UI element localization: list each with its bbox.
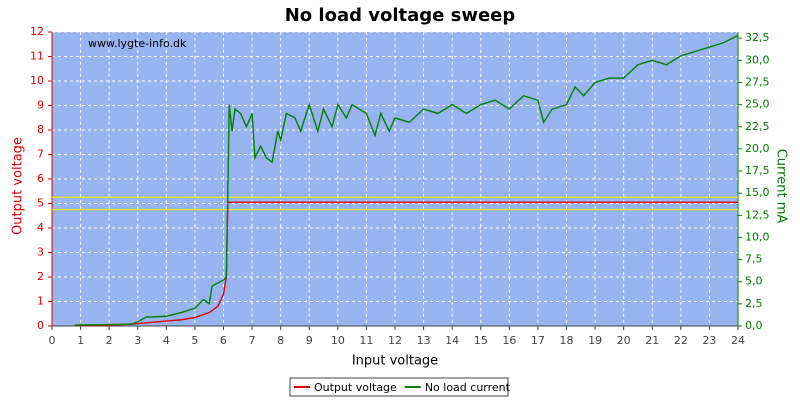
- y-tick-label: 12: [30, 25, 44, 38]
- y2-tick-label: 12,5: [745, 208, 770, 221]
- legend-label: No load current: [425, 381, 511, 394]
- x-tick-label: 13: [417, 334, 431, 347]
- watermark: www.lygte-info.dk: [88, 37, 187, 50]
- y-tick-label: 10: [30, 74, 44, 87]
- x-tick-label: 12: [388, 334, 402, 347]
- y2-tick-label: 30,0: [745, 53, 770, 66]
- x-tick-label: 4: [163, 334, 170, 347]
- x-tick-label: 11: [359, 334, 373, 347]
- y-tick-label: 6: [37, 172, 44, 185]
- x-tick-label: 7: [249, 334, 256, 347]
- legend-label: Output voltage: [314, 381, 397, 394]
- legend-box: [289, 377, 509, 397]
- y-tick-label: 7: [37, 148, 44, 161]
- y2-tick-label: 5,0: [745, 275, 763, 288]
- x-tick-label: 22: [674, 334, 688, 347]
- x-tick-label: 14: [445, 334, 459, 347]
- x-tick-label: 15: [474, 334, 488, 347]
- x-tick-label: 9: [306, 334, 313, 347]
- x-tick-label: 18: [560, 334, 574, 347]
- x-tick-label: 8: [277, 334, 284, 347]
- x-tick-label: 10: [331, 334, 345, 347]
- y2-tick-label: 0,0: [745, 319, 763, 332]
- y2-tick-label: 17,5: [745, 164, 770, 177]
- y-tick-label: 9: [37, 99, 44, 112]
- y-tick-label: 1: [37, 295, 44, 308]
- x-tick-label: 5: [191, 334, 198, 347]
- x-tick-label: 16: [502, 334, 516, 347]
- y-tick-label: 4: [37, 221, 44, 234]
- x-tick-label: 21: [645, 334, 659, 347]
- y2-tick-label: 15,0: [745, 186, 770, 199]
- x-tick-label: 19: [588, 334, 602, 347]
- x-tick-label: 23: [702, 334, 716, 347]
- x-tick-label: 2: [106, 334, 113, 347]
- y2-tick-label: 32,5: [745, 31, 770, 44]
- x-tick-label: 17: [531, 334, 545, 347]
- y-tick-label: 3: [37, 246, 44, 259]
- x-tick-label: 0: [49, 334, 56, 347]
- y-tick-label: 0: [37, 319, 44, 332]
- y-tick-label: 5: [37, 197, 44, 210]
- series-line: [74, 34, 739, 326]
- y-tick-label: 2: [37, 270, 44, 283]
- x-tick-label: 6: [220, 334, 227, 347]
- y-axis-label: Output voltage: [11, 137, 26, 235]
- y-tick-label: 8: [37, 123, 44, 136]
- y2-axis-label: Current mA: [774, 149, 789, 224]
- x-tick-label: 3: [134, 334, 141, 347]
- y2-tick-label: 22,5: [745, 120, 770, 133]
- x-tick-label: 1: [77, 334, 84, 347]
- y2-tick-label: 2,5: [745, 297, 763, 310]
- y-tick-label: 11: [30, 50, 44, 63]
- chart-title: No load voltage sweep: [285, 5, 516, 26]
- y2-tick-label: 25,0: [745, 98, 770, 111]
- y2-tick-label: 7,5: [745, 253, 763, 266]
- y2-tick-label: 10,0: [745, 230, 770, 243]
- x-tick-label: 24: [731, 334, 745, 347]
- y2-tick-label: 27,5: [745, 75, 770, 88]
- x-tick-label: 20: [617, 334, 631, 347]
- x-axis-label: Input voltage: [352, 354, 438, 369]
- y2-tick-label: 20,0: [745, 142, 770, 155]
